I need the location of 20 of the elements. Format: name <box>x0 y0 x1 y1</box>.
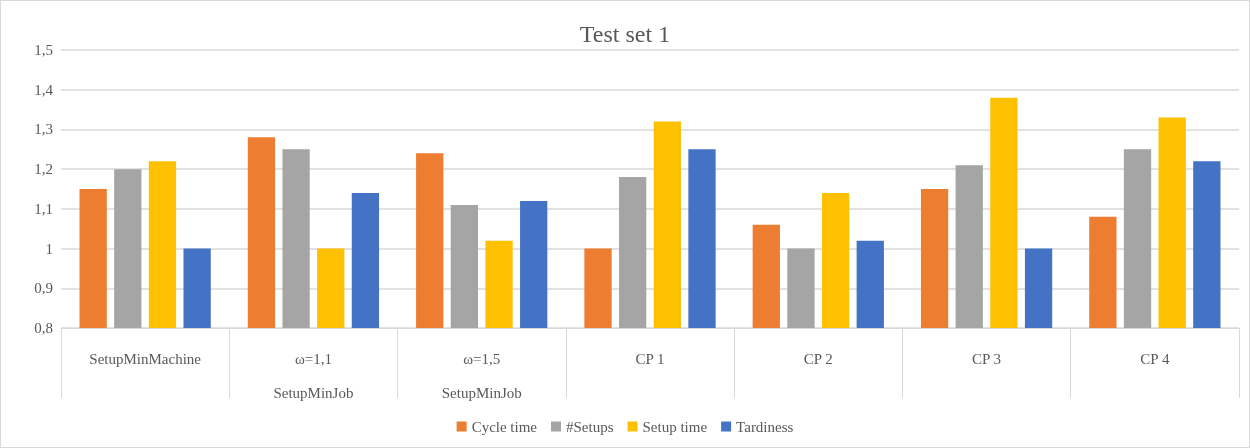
x-tick-label: CP 2 <box>803 351 833 367</box>
legend-label: #Setups <box>566 418 614 435</box>
x-tick-label: CP 1 <box>635 351 665 367</box>
category-label: ω=1,5 SetupMinJob <box>441 351 522 401</box>
category-label: ω=1,1 SetupMinJob <box>273 351 354 401</box>
x-tick-label: SetupMinMachine <box>89 351 202 367</box>
legend-label: Cycle time <box>471 418 538 435</box>
y-tick-label: 1,5 <box>34 42 53 58</box>
x-tick-label: CP 3 <box>972 351 1002 367</box>
y-tick-label: 1 <box>45 240 53 257</box>
chart-title: Test set 1 <box>579 21 671 47</box>
y-tick-label: 1,4 <box>34 81 54 98</box>
x-tick-label: CP 4 <box>1140 351 1170 367</box>
y-tick-label: 0,8 <box>34 320 53 336</box>
legend-label: Tardiness <box>736 418 794 435</box>
y-tick-label: 1,1 <box>34 200 53 217</box>
legend-label: Setup time <box>642 418 708 435</box>
y-tick-label: 1,2 <box>34 161 53 178</box>
y-tick-label: 1,3 <box>34 121 53 138</box>
y-tick-label: 0,9 <box>34 280 53 297</box>
